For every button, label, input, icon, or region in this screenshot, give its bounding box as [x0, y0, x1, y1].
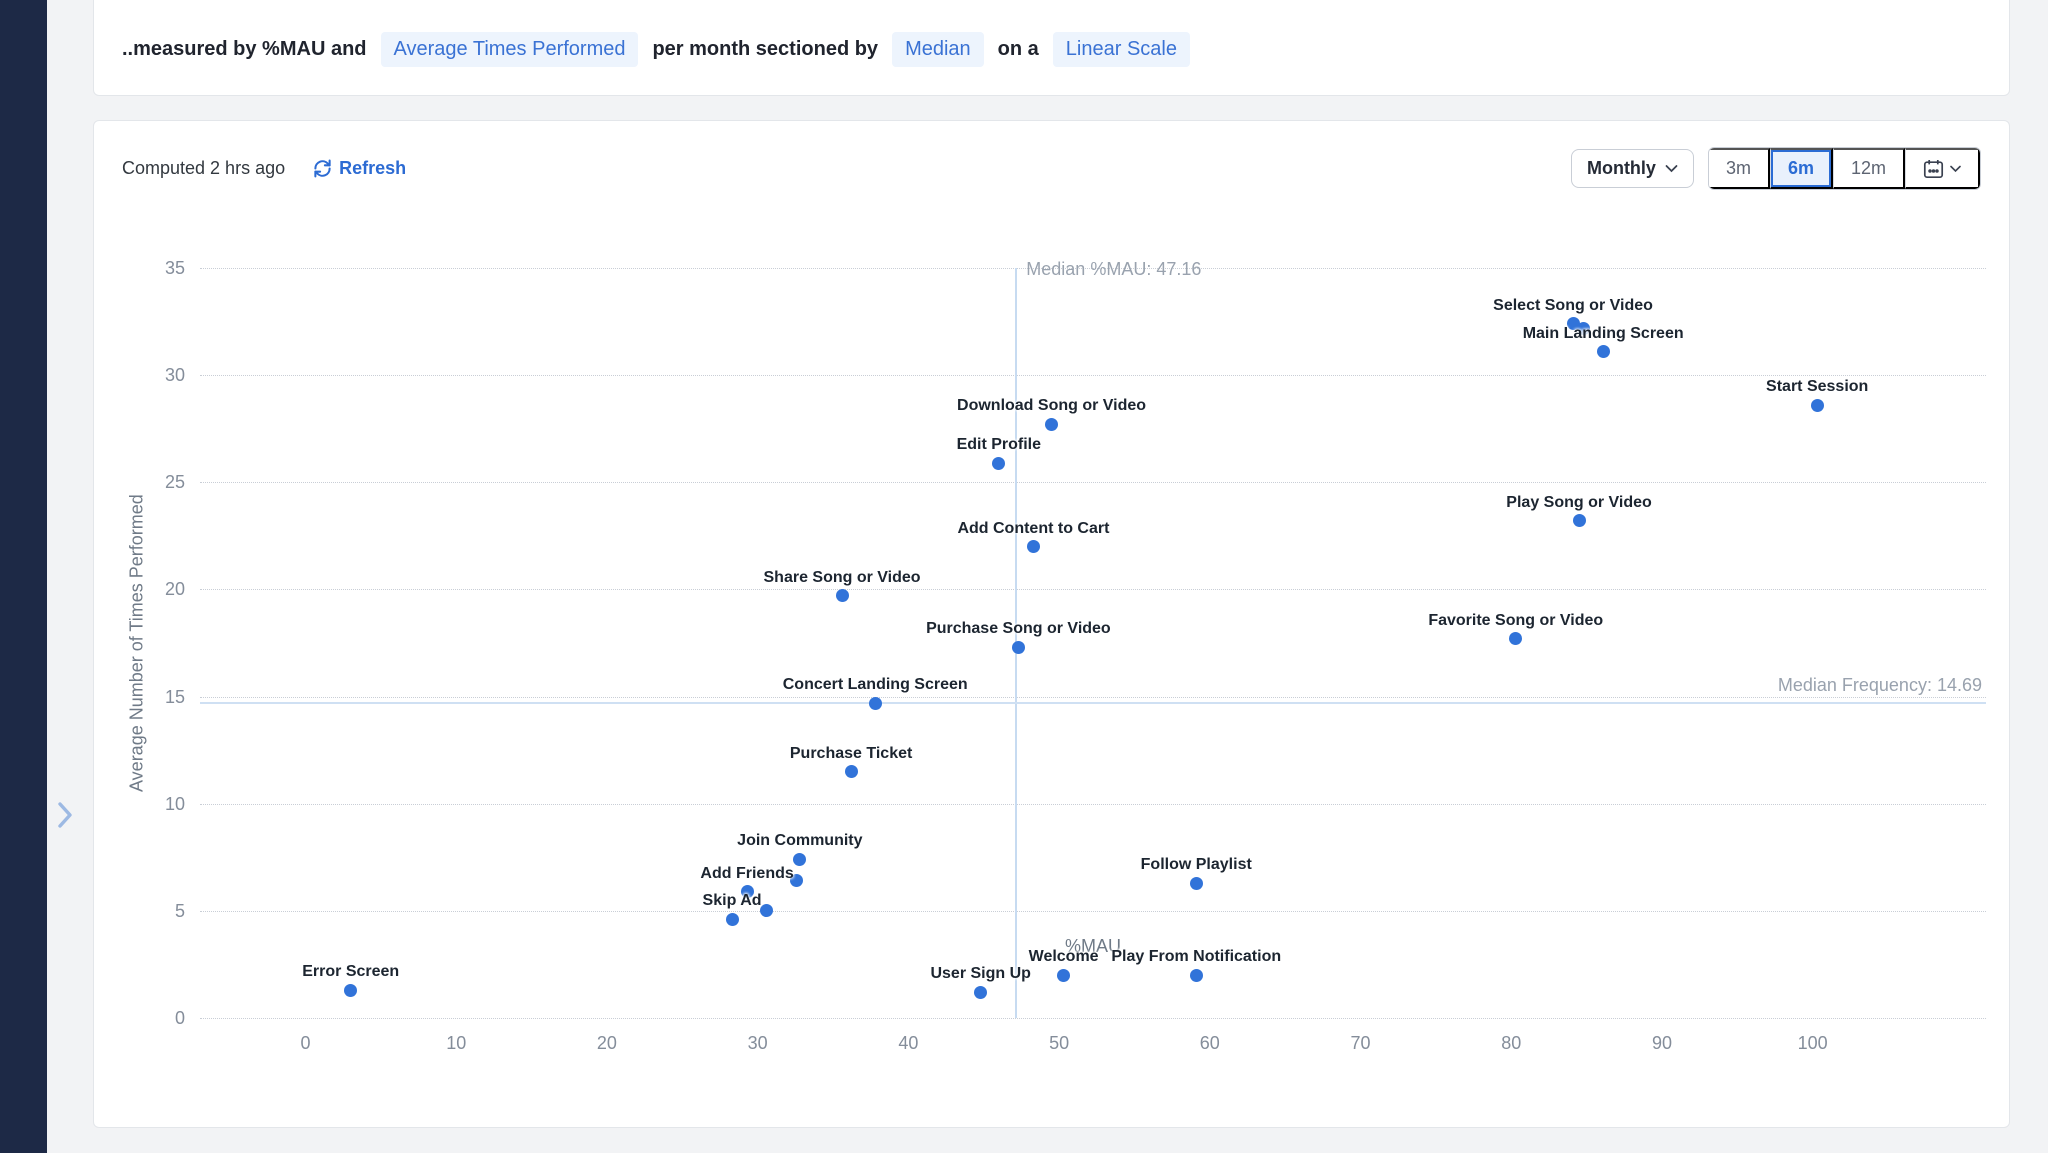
point-label-follow-playlist: Follow Playlist — [1140, 856, 1252, 873]
gridline-y-10 — [200, 803, 1986, 805]
sectioned-by-text: per month sectioned by — [652, 37, 879, 60]
point-label-main-landing-screen: Main Landing Screen — [1522, 324, 1684, 342]
point-label-start-session: Start Session — [1766, 378, 1869, 396]
gridline-y-35 — [200, 268, 1986, 269]
point-concert-landing-screen[interactable] — [868, 696, 882, 710]
point-skip-ad[interactable] — [725, 912, 739, 926]
metric-chip[interactable]: Average Times Performed — [380, 31, 639, 67]
point-download-song-or-video[interactable] — [1045, 417, 1059, 431]
chevron-down-icon — [1665, 164, 1678, 173]
y-tick-label: 30 — [164, 365, 185, 386]
point-label-error-screen: Error Screen — [302, 963, 400, 981]
y-tick-label: 10 — [164, 793, 185, 814]
gridline-y-20 — [200, 589, 1986, 591]
date-range-segmented-control: 3m 6m 12m — [1707, 147, 1981, 190]
point-welcome[interactable] — [1057, 968, 1071, 982]
expand-panel-chevron-icon[interactable] — [54, 800, 76, 830]
gridline-y-25 — [200, 482, 1986, 484]
x-axis-title: %MAU — [1064, 936, 1121, 956]
range-button-6m[interactable]: 6m — [1769, 148, 1833, 189]
point-label-skip-ad: Skip Ad — [702, 892, 762, 910]
refresh-label: Refresh — [339, 158, 407, 178]
app-sidebar — [0, 0, 47, 1153]
point-select-song-or-video[interactable] — [1566, 317, 1580, 331]
point-unlabeled[interactable] — [790, 874, 804, 888]
point-unlabeled[interactable] — [760, 904, 774, 918]
point-follow-playlist[interactable] — [1189, 876, 1203, 890]
point-purchase-ticket[interactable] — [844, 765, 858, 779]
y-tick-label: 20 — [164, 579, 185, 600]
x-tick-label: 80 — [1501, 1033, 1522, 1053]
point-label-share-song-or-video: Share Song or Video — [763, 568, 921, 586]
point-label-concert-landing-screen: Concert Landing Screen — [782, 676, 968, 693]
section-method-chip[interactable]: Median — [892, 31, 984, 67]
gridline-y-30 — [200, 375, 1986, 377]
x-tick-label: 20 — [596, 1033, 617, 1053]
x-tick-label: 30 — [747, 1033, 768, 1053]
chart-panel-header: Computed 2 hrs ago Refresh Monthly — [94, 121, 2009, 190]
gridline-y-0 — [200, 1018, 1986, 1019]
scale-chip[interactable]: Linear Scale — [1052, 31, 1190, 67]
y-tick-label: 15 — [164, 686, 185, 707]
point-favorite-song-or-video[interactable] — [1509, 632, 1523, 646]
point-label-download-song-or-video: Download Song or Video — [957, 397, 1147, 415]
point-label-purchase-song-or-video: Purchase Song or Video — [926, 620, 1111, 638]
y-tick-label: 0 — [174, 1008, 185, 1028]
refresh-icon — [313, 159, 332, 178]
scatter-plot: 0 5 10 15 20 25 30 35 0 10 20 30 40 50 60 70 80 90 100 Medi… — [165, 258, 1986, 1053]
chevron-down-icon — [1950, 165, 1961, 173]
on-a-text: on a — [997, 37, 1039, 60]
point-label-favorite-song-or-video: Favorite Song or Video — [1428, 611, 1604, 629]
x-tick-label: 50 — [1049, 1033, 1070, 1053]
x-tick-label: 40 — [898, 1033, 919, 1053]
point-label-select-song-or-video: Select Song or Video — [1493, 296, 1653, 314]
point-label-play-song-or-video: Play Song or Video — [1506, 493, 1652, 511]
point-start-session[interactable] — [1810, 398, 1824, 412]
point-play-song-or-video[interactable] — [1572, 514, 1586, 528]
x-tick-label: 90 — [1651, 1033, 1672, 1053]
interval-dropdown[interactable]: Monthly — [1570, 149, 1694, 188]
point-label-add-content-to-cart: Add Content to Cart — [957, 519, 1110, 537]
chart-panel: Computed 2 hrs ago Refresh Monthly — [93, 120, 2010, 1128]
point-purchase-song-or-video[interactable] — [1011, 640, 1025, 654]
point-error-screen[interactable] — [344, 983, 358, 997]
x-tick-label: 100 — [1797, 1033, 1828, 1053]
point-label-join-community: Join Community — [737, 832, 863, 850]
x-tick-label: 70 — [1350, 1033, 1371, 1053]
point-label-edit-profile: Edit Profile — [956, 436, 1042, 453]
point-label-purchase-ticket: Purchase Ticket — [789, 744, 913, 762]
median-mau-label: Median %MAU: 47.16 — [1026, 259, 1202, 279]
point-unlabeled[interactable] — [1577, 321, 1591, 335]
y-tick-label: 25 — [164, 472, 185, 493]
calendar-icon — [1923, 159, 1944, 179]
x-tick-label: 0 — [300, 1033, 311, 1053]
measurement-definition-bar: ..measured by %MAU and Average Times Per… — [93, 0, 2010, 96]
median-frequency-line — [200, 702, 1986, 705]
interval-label: Monthly — [1586, 158, 1656, 178]
y-tick-label: 35 — [164, 258, 185, 278]
gridline-y-15 — [200, 696, 1986, 698]
refresh-button[interactable]: Refresh — [313, 158, 406, 179]
gridline-y-5 — [200, 910, 1986, 912]
point-label-add-friends: Add Friends — [700, 864, 794, 882]
median-frequency-label: Median Frequency: 14.69 — [1777, 675, 1982, 696]
y-tick-label: 5 — [174, 900, 185, 921]
range-button-12m[interactable]: 12m — [1832, 148, 1905, 189]
point-add-content-to-cart[interactable] — [1026, 540, 1040, 554]
computed-timestamp: Computed 2 hrs ago — [122, 158, 286, 178]
point-join-community[interactable] — [793, 852, 807, 866]
point-play-from-notification[interactable] — [1189, 968, 1203, 982]
x-tick-label: 10 — [446, 1033, 467, 1053]
calendar-dropdown-button[interactable] — [1905, 148, 1980, 189]
x-tick-label: 60 — [1199, 1033, 1220, 1053]
point-main-landing-screen[interactable] — [1596, 345, 1610, 359]
point-user-sign-up[interactable] — [974, 985, 988, 999]
range-button-3m[interactable]: 3m — [1708, 148, 1770, 189]
point-label-user-sign-up: User Sign Up — [930, 965, 1031, 983]
point-share-song-or-video[interactable] — [835, 589, 849, 603]
point-edit-profile[interactable] — [992, 456, 1006, 470]
measured-by-text: ..measured by %MAU and — [122, 37, 367, 60]
point-add-friends[interactable] — [740, 885, 754, 899]
